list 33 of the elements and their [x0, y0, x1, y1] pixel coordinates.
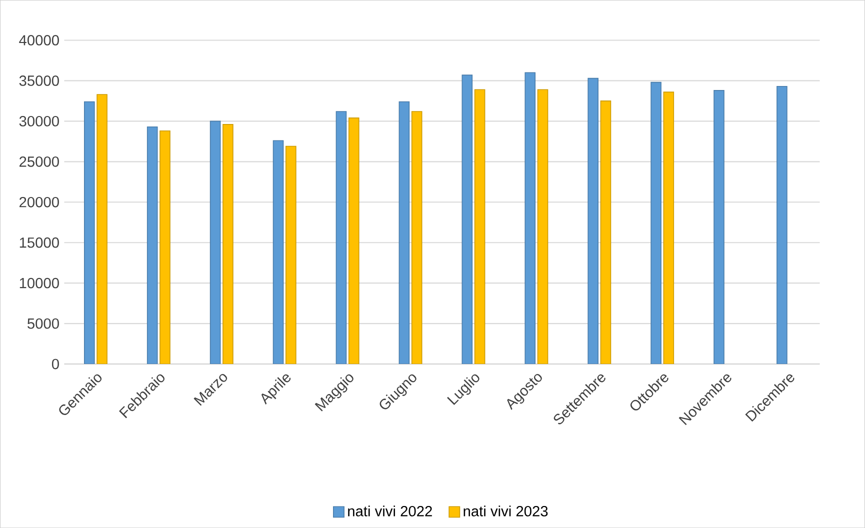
y-tick-label: 0	[52, 358, 59, 370]
y-tick-label: 40000	[19, 34, 59, 46]
y-tick-label: 10000	[20, 278, 59, 288]
bar	[537, 89, 548, 364]
bar	[222, 124, 234, 364]
y-tick-label: 20000	[20, 196, 59, 208]
y-tick-label: 15000	[20, 237, 59, 248]
bar	[96, 94, 108, 364]
bar	[210, 120, 221, 364]
bar	[398, 101, 410, 364]
bar	[474, 89, 486, 364]
bar	[286, 146, 296, 364]
bar	[714, 90, 724, 364]
bar	[524, 72, 536, 364]
y-tick-label: 35000	[19, 75, 59, 86]
bar	[650, 82, 662, 364]
bar	[411, 110, 422, 364]
bar	[348, 117, 360, 364]
bar	[272, 140, 284, 364]
bar	[663, 92, 674, 364]
legend-label: nati vivi 2022	[348, 506, 432, 516]
bar	[336, 110, 347, 364]
bar	[146, 126, 158, 364]
y-tick-label: 30000	[19, 116, 59, 126]
bar	[776, 86, 788, 364]
bar	[462, 74, 473, 364]
bar	[588, 78, 598, 364]
bar	[84, 101, 95, 364]
legend-label: nati vivi 2023	[464, 506, 548, 516]
bar	[160, 130, 170, 364]
bar	[600, 100, 612, 364]
y-tick-label: 25000	[20, 156, 59, 167]
y-tick-label: 5000	[28, 318, 59, 329]
